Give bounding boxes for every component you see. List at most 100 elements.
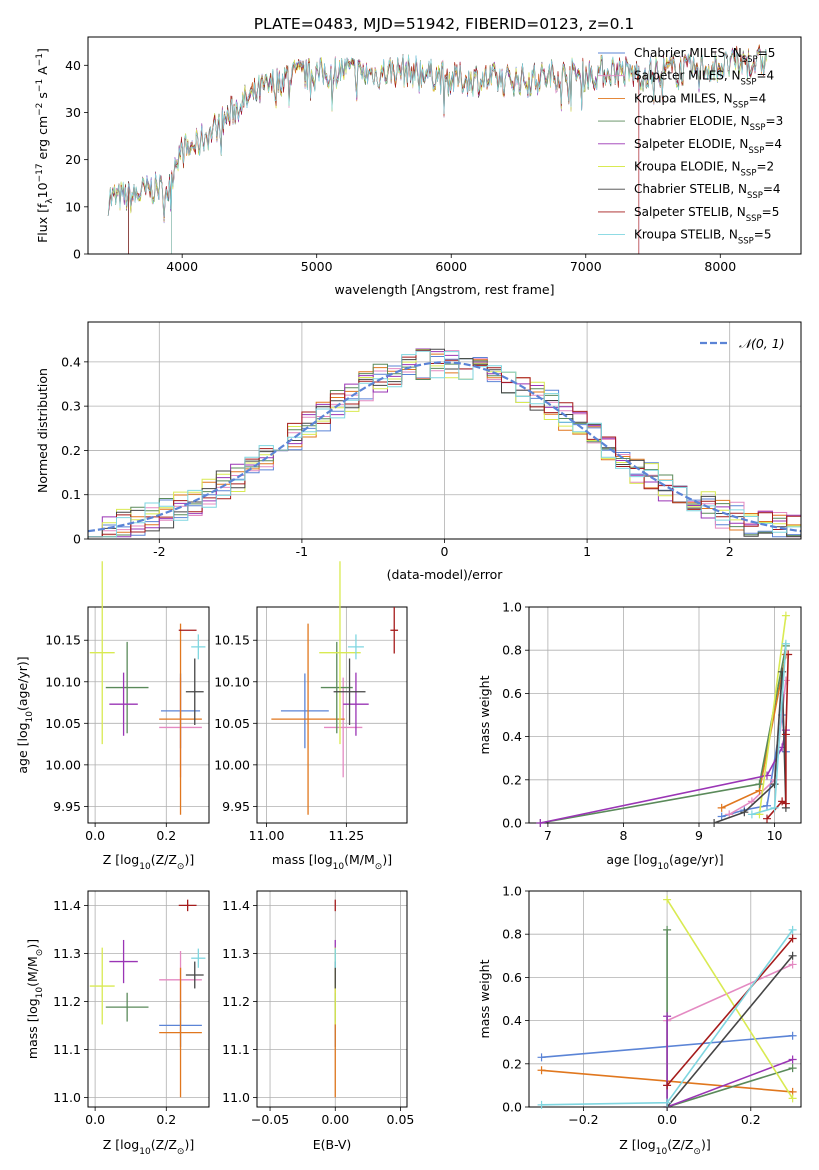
y-tick-label: 10.15 xyxy=(45,633,81,648)
weight-point-marker xyxy=(663,1012,672,1021)
y-tick-label: 11.4 xyxy=(53,898,81,913)
residual-histogram xyxy=(88,350,801,538)
weight-point-marker xyxy=(770,803,779,812)
y-axis-label: Normed distribution xyxy=(35,368,50,493)
y-tick-label: 0.1 xyxy=(61,487,81,502)
weight-point-marker xyxy=(663,925,672,934)
x-tick-label: 0.2 xyxy=(156,1112,176,1127)
y-tick-label: 11.0 xyxy=(53,1090,81,1105)
x-tick-label: 10 xyxy=(767,828,783,843)
x-axis-label: age [log10(age/yr)] xyxy=(606,852,723,872)
y-tick-label: 10.05 xyxy=(214,716,250,731)
weight-point-marker xyxy=(763,814,771,823)
y-axis-label: age [log10(age/yr)] xyxy=(15,656,35,773)
x-tick-label: 9 xyxy=(695,828,703,843)
panels: 4000 5000 6000 7000 8000010203040wavelength … xyxy=(15,36,802,1157)
x-tick-label: 5000 xyxy=(301,259,333,274)
x-tick-label: 0.2 xyxy=(156,828,176,843)
x-tick-label: -2 xyxy=(153,544,165,559)
y-tick-label: 10.00 xyxy=(214,757,250,772)
y-tick-label: 9.95 xyxy=(222,799,250,814)
y-axis-label: Flux [fλ10−17 erg cm−2 s−1 A−1] xyxy=(35,48,55,243)
weight-point-marker xyxy=(788,951,797,960)
weight-point-marker xyxy=(788,960,797,969)
axes-frame xyxy=(528,606,802,824)
y-tick-label: 11.3 xyxy=(53,946,81,961)
x-axis-label: (data-model)/error xyxy=(387,567,504,582)
x-axis-label: wavelength [Angstrom, rest frame] xyxy=(334,282,554,297)
legend-entry: 𝒩(0, 1) xyxy=(739,336,785,351)
weight-point-marker xyxy=(710,819,719,827)
x-axis-label: Z [log10(Z/Z⊙)] xyxy=(619,1137,710,1157)
y-axis-label: mass weight xyxy=(477,675,492,754)
x-tick-label: 0.0 xyxy=(85,828,105,843)
y-tick-label: 0.3 xyxy=(61,399,81,414)
weight-series-line xyxy=(758,615,787,815)
y-tick-label: 9.95 xyxy=(53,799,81,814)
weight-point-marker xyxy=(536,819,545,827)
y-tick-label: 11.3 xyxy=(222,946,250,961)
weight-point-marker xyxy=(537,1100,546,1109)
y-tick-label: 30 xyxy=(65,105,81,120)
x-tick-label: 0.05 xyxy=(387,1112,415,1127)
y-tick-label: 0 xyxy=(73,532,81,547)
weight-point-marker xyxy=(747,797,756,806)
x-tick-label: 7000 xyxy=(570,259,602,274)
legend-entry: Chabrier STELIB, NSSP=4 xyxy=(634,182,781,201)
weight-point-marker xyxy=(788,934,797,943)
spectrum-line xyxy=(107,45,768,254)
y-tick-label: 10 xyxy=(65,199,81,214)
legend-entry: Chabrier ELODIE, NSSP=3 xyxy=(634,114,783,133)
y-tick-label: 1.0 xyxy=(502,600,522,615)
normal-curve xyxy=(87,361,802,533)
y-tick-label: 0.4 xyxy=(502,729,522,744)
y-tick-label: 11.4 xyxy=(222,898,250,913)
x-tick-label: 0.2 xyxy=(741,1112,761,1127)
legend-entry: Kroupa ELODIE, NSSP=2 xyxy=(634,160,774,179)
x-tick-label: 4000 xyxy=(166,259,198,274)
x-tick-label: −0.05 xyxy=(251,1112,289,1127)
weight-point-marker xyxy=(781,799,790,808)
weight-series-line xyxy=(666,1016,793,1109)
x-tick-label: −0.2 xyxy=(568,1112,598,1127)
axes-frame xyxy=(256,890,408,1108)
y-tick-label: 11.1 xyxy=(222,1042,250,1057)
x-tick-label: 1 xyxy=(583,544,591,559)
weight-point-marker xyxy=(781,639,790,648)
y-tick-label: 11.2 xyxy=(222,994,250,1009)
y-tick-label: 0.8 xyxy=(502,927,522,942)
axes-frame xyxy=(256,606,408,824)
y-tick-label: 0.4 xyxy=(502,1013,522,1028)
legend-entry: Chabrier MILES, NSSP=5 xyxy=(634,46,775,65)
axes-frame xyxy=(87,36,802,255)
weight-point-marker xyxy=(537,1053,546,1062)
weight-point-marker xyxy=(788,1031,797,1040)
y-tick-label: 40 xyxy=(65,58,81,73)
y-tick-label: 1.0 xyxy=(502,884,522,899)
weight-point-marker xyxy=(788,925,797,934)
y-tick-label: 11.1 xyxy=(53,1042,81,1057)
x-tick-label: 8 xyxy=(619,828,627,843)
weight-point-marker xyxy=(663,1098,672,1107)
y-tick-label: 0.0 xyxy=(502,816,522,831)
x-axis-label: Z [log10(Z/Z⊙)] xyxy=(103,1137,194,1157)
y-tick-label: 10.10 xyxy=(45,674,81,689)
weight-point-marker xyxy=(717,803,726,812)
y-tick-label: 0.0 xyxy=(502,1100,522,1115)
y-tick-label: 10.05 xyxy=(45,716,81,731)
weight-point-marker xyxy=(755,780,764,789)
figure-title: PLATE=0483, MJD=51942, FIBERID=0123, z=0… xyxy=(254,15,635,33)
y-tick-label: 0.8 xyxy=(502,643,522,658)
x-tick-label: 8000 xyxy=(704,259,736,274)
x-tick-label: 6000 xyxy=(435,259,467,274)
weight-point-marker xyxy=(788,1094,797,1103)
x-tick-label: 11.00 xyxy=(249,828,285,843)
weight-point-marker xyxy=(770,780,779,789)
y-tick-label: 10.00 xyxy=(45,757,81,772)
axes-frame xyxy=(87,606,210,824)
legend-entry: Kroupa STELIB, NSSP=5 xyxy=(634,228,772,247)
x-tick-label: 2 xyxy=(726,544,734,559)
y-axis-label: mass weight xyxy=(477,959,492,1038)
weight-point-marker xyxy=(747,810,756,819)
